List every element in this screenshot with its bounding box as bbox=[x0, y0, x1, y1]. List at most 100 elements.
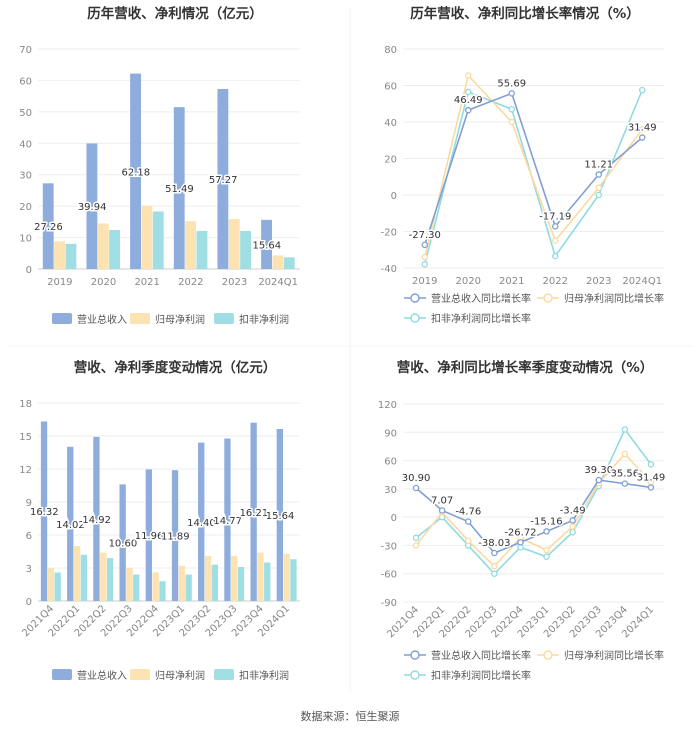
quarterly-bar-chart: 营收、净利季度变动情况（亿元）03691215182021Q42022Q1202… bbox=[19, 359, 300, 682]
data-label-halo: 57.27 bbox=[209, 175, 238, 186]
data-label-halo: -27.30 bbox=[409, 230, 441, 241]
bar bbox=[211, 564, 219, 601]
bar bbox=[54, 241, 66, 269]
legend-marker bbox=[543, 650, 553, 660]
data-label: 14.40 bbox=[187, 518, 216, 529]
y-tick-label: 60 bbox=[384, 82, 397, 93]
legend-swatch bbox=[214, 313, 234, 324]
data-label-halo: -3.49 bbox=[560, 505, 586, 516]
line-point bbox=[569, 517, 576, 524]
bar bbox=[204, 555, 212, 601]
data-label: 62.18 bbox=[121, 167, 150, 178]
x-tick-label: 2023 bbox=[586, 276, 611, 287]
series-line bbox=[423, 89, 643, 265]
bar bbox=[257, 552, 264, 601]
y-tick-label: 0 bbox=[26, 597, 32, 608]
data-label-halo: 16.21 bbox=[240, 508, 269, 519]
data-label: -4.76 bbox=[455, 507, 481, 518]
data-label-halo: 46.49 bbox=[454, 95, 483, 106]
y-tick-label: 80 bbox=[384, 45, 397, 56]
y-tick-label: 40 bbox=[19, 139, 32, 150]
line-point bbox=[595, 191, 603, 199]
quarterly-growth-line-chart: 营收、净利同比增长率季度变动情况（%）-90-60-30030609012020… bbox=[378, 359, 667, 682]
data-label: -27.30 bbox=[409, 230, 441, 241]
data-label: 30.90 bbox=[402, 473, 431, 484]
legend-marker bbox=[410, 650, 420, 660]
line-point bbox=[412, 542, 420, 549]
legend-label: 扣非净利润 bbox=[239, 313, 289, 326]
data-label: 10.60 bbox=[109, 539, 138, 550]
legend-label: 扣非净利润 bbox=[239, 669, 289, 682]
bar bbox=[80, 554, 88, 601]
legend-label: 营业总收入同比增长率 bbox=[431, 292, 531, 305]
bar bbox=[228, 219, 240, 269]
line-point bbox=[647, 484, 655, 491]
y-tick-label: 40 bbox=[384, 118, 397, 129]
data-label-halo: -4.76 bbox=[455, 507, 481, 518]
data-label-halo: 11.21 bbox=[584, 160, 613, 171]
x-tick-label: 2024Q1 bbox=[622, 276, 662, 287]
data-label-halo: 39.30 bbox=[584, 465, 613, 476]
y-tick-label: 0 bbox=[26, 265, 32, 276]
bar bbox=[133, 574, 140, 601]
legend-marker bbox=[410, 670, 420, 680]
data-label: 27.26 bbox=[34, 222, 63, 233]
data-label-halo: 14.40 bbox=[187, 518, 216, 529]
legend-label: 营业总收入同比增长率 bbox=[431, 649, 531, 662]
bar bbox=[141, 205, 153, 269]
bar bbox=[198, 442, 205, 601]
data-label: 35.56 bbox=[611, 469, 640, 480]
line-point bbox=[647, 461, 655, 468]
data-label: 46.49 bbox=[454, 95, 483, 106]
bar bbox=[65, 243, 77, 269]
legend-swatch bbox=[130, 669, 150, 680]
data-label-halo: 15.64 bbox=[266, 511, 295, 522]
line-point bbox=[621, 450, 629, 458]
line-point bbox=[421, 253, 428, 261]
data-label: 16.32 bbox=[30, 507, 59, 518]
line-point bbox=[438, 507, 446, 514]
bar bbox=[178, 565, 186, 601]
line-point bbox=[639, 134, 646, 141]
data-label: 31.49 bbox=[637, 472, 666, 483]
legend-marker bbox=[410, 293, 420, 303]
bar bbox=[93, 436, 100, 601]
data-label-halo: 11.96 bbox=[135, 531, 164, 542]
data-label-halo: 16.32 bbox=[30, 507, 59, 518]
line-point bbox=[517, 539, 524, 546]
line-point bbox=[639, 126, 646, 133]
data-label-halo: 27.26 bbox=[34, 222, 63, 233]
y-tick-label: 3 bbox=[26, 564, 32, 575]
chart-title: 历年营收、净利情况（亿元） bbox=[87, 5, 263, 22]
line-point bbox=[491, 570, 498, 577]
bar bbox=[264, 562, 271, 601]
line-point bbox=[464, 537, 472, 544]
data-label: 7.07 bbox=[431, 495, 453, 506]
y-tick-label: -40 bbox=[381, 264, 397, 275]
bar bbox=[119, 484, 126, 601]
data-label-halo: -17.19 bbox=[539, 211, 571, 222]
annual-growth-line-chart: 历年营收、净利同比增长率情况（%） -40 -20 0 20 40 60 80 2019 2020… bbox=[381, 5, 664, 325]
data-label-halo: -15.16 bbox=[530, 516, 562, 527]
data-label-halo: -38.03 bbox=[478, 538, 510, 549]
y-tick-label: 6 bbox=[26, 531, 32, 542]
line-point bbox=[552, 223, 559, 230]
line-point bbox=[595, 171, 603, 178]
bar bbox=[42, 183, 54, 269]
bar bbox=[276, 428, 283, 601]
legend-label: 营业总收入 bbox=[77, 313, 127, 326]
bar bbox=[97, 223, 109, 269]
legend-label: 归母净利润 bbox=[155, 313, 205, 326]
data-label: 55.69 bbox=[497, 78, 526, 89]
line-point bbox=[621, 480, 629, 487]
bar bbox=[231, 555, 238, 601]
line-point bbox=[412, 534, 420, 542]
line-point bbox=[464, 106, 472, 114]
line-point bbox=[543, 546, 550, 554]
x-tick-label: 2024Q1 bbox=[258, 277, 298, 288]
y-tick-label: 30 bbox=[19, 171, 32, 182]
data-label: -3.49 bbox=[560, 505, 586, 516]
x-tick-label: 2022 bbox=[178, 277, 203, 288]
y-tick-label: 120 bbox=[378, 400, 397, 411]
line-point bbox=[491, 549, 498, 557]
